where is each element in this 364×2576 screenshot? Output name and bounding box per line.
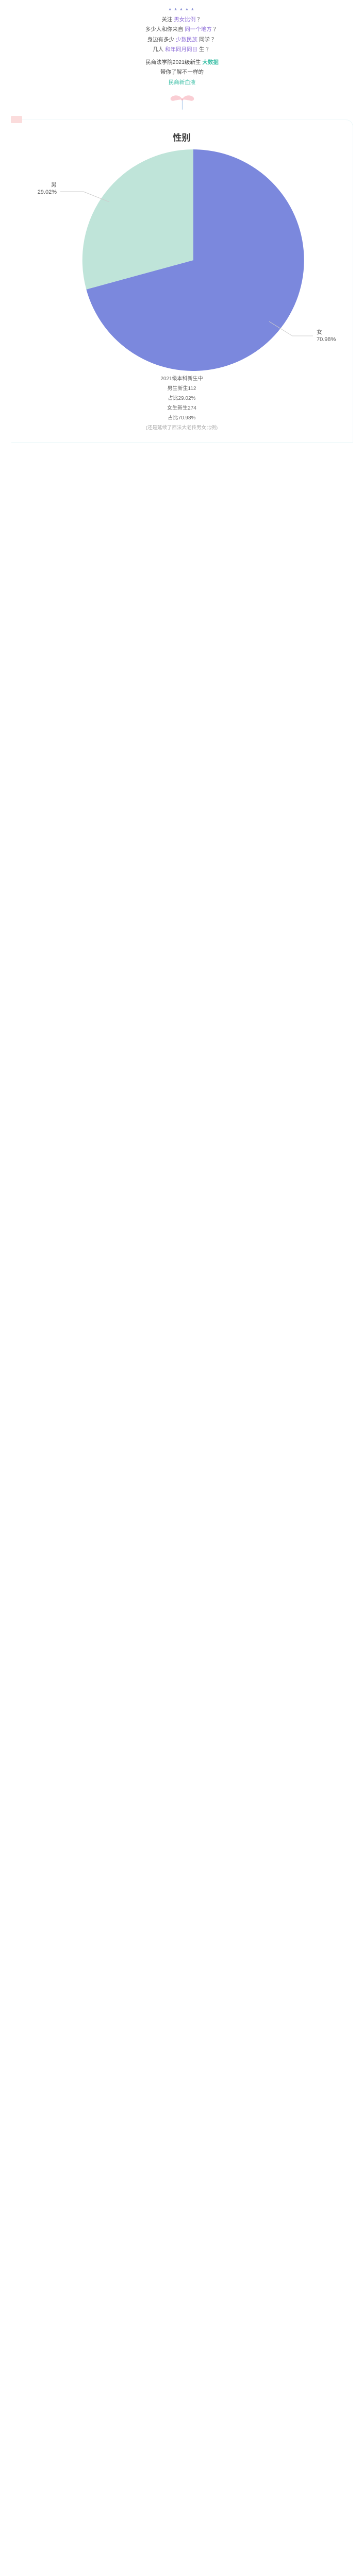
- svg-text:70.98%: 70.98%: [317, 336, 336, 343]
- svg-text:男: 男: [51, 182, 57, 188]
- svg-text:女: 女: [317, 328, 322, 335]
- svg-text:29.02%: 29.02%: [37, 189, 57, 195]
